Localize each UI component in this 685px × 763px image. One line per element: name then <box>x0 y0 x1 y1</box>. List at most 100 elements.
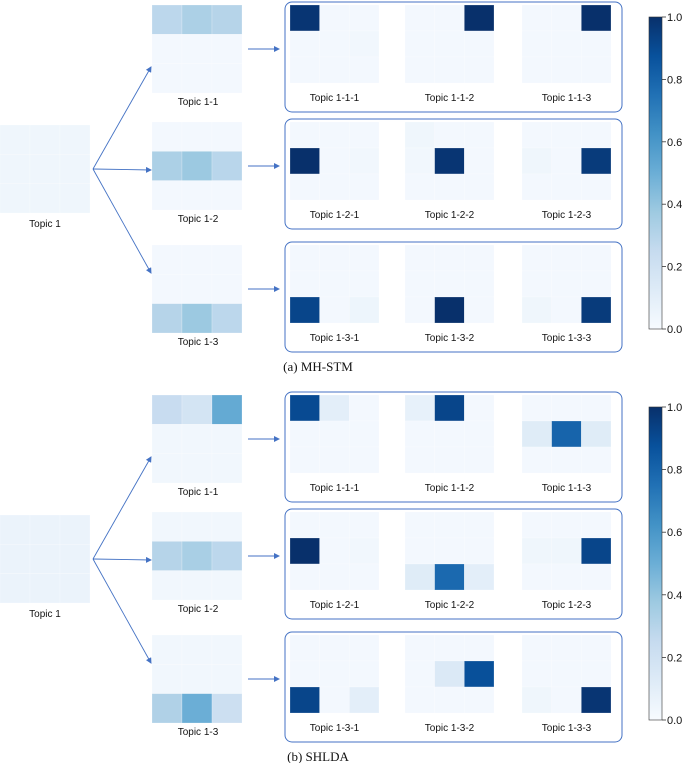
heatmap-cell <box>289 394 320 422</box>
heatmap-cell <box>349 634 380 662</box>
grandchild-group-box <box>284 391 623 503</box>
heatmap-cell <box>319 511 350 539</box>
heatmap-cell <box>521 537 552 565</box>
grandchild-group-box <box>284 631 623 743</box>
heatmap-cell <box>464 686 495 714</box>
heatmap-cell <box>434 446 465 474</box>
heatmap-cell <box>151 34 183 64</box>
grandchild-topic-heatmap <box>404 394 495 474</box>
heatmap-cell <box>521 173 552 201</box>
heatmap-cell <box>211 244 243 275</box>
colorbar-tick-label: 1.0 <box>667 12 682 24</box>
grandchild-topic-label: Topic 1-2-1 <box>310 600 360 611</box>
heatmap-cell <box>211 453 243 484</box>
grandchild-topic-heatmap <box>521 4 612 84</box>
heatmap-cell <box>551 173 582 201</box>
heatmap-cell <box>551 563 582 591</box>
heatmap-cell <box>319 121 350 149</box>
heatmap-cell <box>181 121 213 152</box>
arrow-connector <box>92 168 152 274</box>
grandchild-topic-heatmap <box>289 394 380 474</box>
grandchild-topic-label: Topic 1-3-1 <box>310 333 360 344</box>
heatmap-cell <box>59 544 91 574</box>
heatmap-cell <box>289 660 320 688</box>
heatmap-cell <box>521 296 552 324</box>
heatmap-cell <box>289 634 320 662</box>
grandchild-topic-heatmap <box>521 511 612 591</box>
grandchild-topic-heatmap <box>289 511 380 591</box>
grandchild-topic-heatmap <box>404 244 495 324</box>
root-topic-label: Topic 1 <box>29 609 61 620</box>
heatmap-cell <box>319 394 350 422</box>
grandchild-topic-heatmap <box>404 634 495 714</box>
heatmap-cell <box>151 63 183 94</box>
heatmap-cell <box>29 124 61 155</box>
heatmap-cell <box>464 296 495 324</box>
heatmap-cell <box>434 121 465 149</box>
heatmap-cell <box>59 573 91 604</box>
heatmap-cell <box>404 511 435 539</box>
heatmap-cell <box>211 4 243 35</box>
heatmap-cell <box>521 56 552 84</box>
heatmap-cell <box>211 34 243 64</box>
heatmap-cell <box>211 63 243 94</box>
colorbar: 0.0 0.2 0.4 0.6 0.8 1.0 <box>648 402 682 727</box>
heatmap-cell <box>349 56 380 84</box>
panel-b: Topic 1 Topic 1-1 Topic 1-1-1 Topic 1-1-2 To… <box>0 391 623 763</box>
child-topic-heatmap <box>151 121 243 211</box>
heatmap-cell <box>181 34 213 64</box>
heatmap-cell <box>434 270 465 298</box>
root-topic-label: Topic 1 <box>29 219 61 230</box>
heatmap-cell <box>581 634 612 662</box>
heatmap-cell <box>551 394 582 422</box>
heatmap-cell <box>404 296 435 324</box>
grandchild-topic-label: Topic 1-2-2 <box>425 600 475 611</box>
heatmap-cell <box>59 154 91 184</box>
heatmap-cell <box>29 183 61 214</box>
root-topic-heatmap <box>0 514 91 604</box>
heatmap-cell <box>319 296 350 324</box>
heatmap-cell <box>404 56 435 84</box>
heatmap-cell <box>151 244 183 275</box>
heatmap-cell <box>181 151 213 181</box>
heatmap-cell <box>551 660 582 688</box>
colorbar-tick-label: 0.8 <box>667 74 682 86</box>
grandchild-topic-label: Topic 1-2-3 <box>542 210 592 221</box>
heatmap-cell <box>464 634 495 662</box>
heatmap-cell <box>349 147 380 175</box>
heatmap-cell <box>464 511 495 539</box>
heatmap-cell <box>349 686 380 714</box>
heatmap-cell <box>181 4 213 35</box>
heatmap-cell <box>434 147 465 175</box>
heatmap-cell <box>434 634 465 662</box>
heatmap-cell <box>404 173 435 201</box>
colorbar-tick-label: 1.0 <box>667 402 682 414</box>
heatmap-cell <box>521 147 552 175</box>
heatmap-cell <box>319 686 350 714</box>
heatmap-cell <box>434 56 465 84</box>
heatmap-cell <box>319 244 350 272</box>
child-topic-label: Topic 1-3 <box>178 337 219 348</box>
child-topic-heatmap <box>151 511 243 601</box>
heatmap-cell <box>319 634 350 662</box>
heatmap-cell <box>29 514 61 545</box>
heatmap-cell <box>0 514 31 545</box>
grandchild-topic-label: Topic 1-3-3 <box>542 723 592 734</box>
heatmap-cell <box>581 563 612 591</box>
heatmap-cell <box>521 420 552 448</box>
heatmap-cell <box>464 4 495 32</box>
heatmap-cell <box>29 573 61 604</box>
heatmap-cell <box>211 570 243 601</box>
heatmap-cell <box>434 511 465 539</box>
grandchild-topic-heatmap <box>289 634 380 714</box>
grandchild-topic-heatmap <box>404 121 495 201</box>
heatmap-cell <box>581 270 612 298</box>
heatmap-cell <box>289 30 320 58</box>
arrow-connector <box>92 66 152 170</box>
heatmap-cell <box>181 664 213 694</box>
heatmap-cell <box>0 573 31 604</box>
heatmap-cell <box>0 544 31 574</box>
heatmap-cell <box>404 537 435 565</box>
heatmap-cell <box>349 660 380 688</box>
heatmap-cell <box>211 511 243 542</box>
